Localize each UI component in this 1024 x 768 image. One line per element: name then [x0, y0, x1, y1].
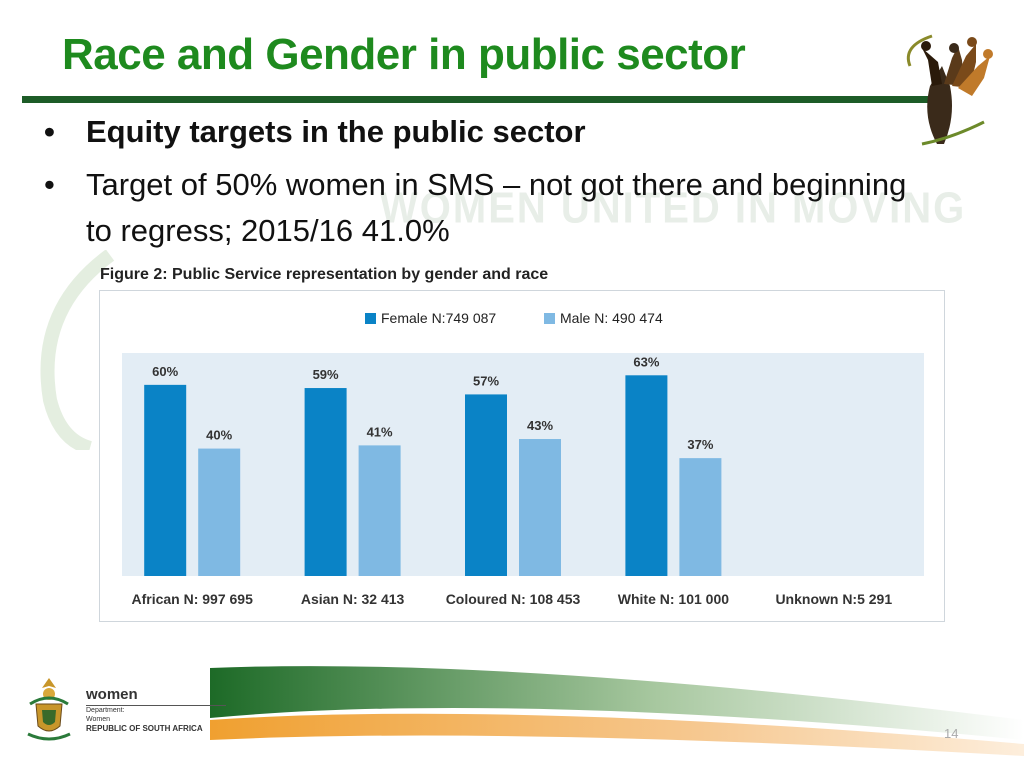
bar-chart: Female N:749 087 Male N: 490 474 60% 40% Afr… [122, 310, 924, 607]
bar [144, 384, 187, 576]
bar [625, 375, 668, 576]
category-label: African N: 997 695 [131, 591, 253, 607]
category-label: Unknown N:5 291 [775, 591, 892, 607]
data-label: 57% [473, 373, 499, 388]
figure-caption: Figure 2: Public Service representation … [100, 266, 549, 283]
bullet-item: Target of 50% women in SMS – not got the… [40, 162, 920, 254]
bar [519, 439, 561, 576]
legend-swatch [544, 313, 555, 324]
bullet-list: Equity targets in the public sector Targ… [40, 112, 920, 254]
data-label: 59% [313, 367, 339, 382]
page-number: 14 [944, 726, 959, 741]
data-label: 41% [367, 424, 393, 439]
dept-line: Department: [86, 707, 125, 714]
data-label: 60% [152, 364, 178, 379]
coat-of-arms-icon [27, 678, 71, 741]
department-logo: women Department: Women REPUBLIC OF SOUT… [86, 686, 226, 733]
footer-swoosh [210, 666, 1024, 756]
women-dancing-logo [906, 34, 993, 146]
category-label: Asian N: 32 413 [301, 591, 405, 607]
slide-title: Race and Gender in public sector [62, 30, 746, 79]
chart-frame: Female N:749 087 Male N: 490 474 60% 40% Afr… [99, 290, 945, 622]
bar [465, 394, 507, 576]
bar [358, 445, 401, 576]
data-label: 40% [206, 428, 232, 443]
bar [304, 388, 347, 576]
legend-label: Male N: 490 474 [560, 310, 663, 326]
title-rule [22, 96, 930, 103]
dept-line: Women [86, 716, 110, 723]
bar [198, 448, 241, 576]
bar [679, 458, 722, 576]
dept-country: REPUBLIC OF SOUTH AFRICA [86, 724, 203, 733]
legend-swatch [365, 313, 376, 324]
watermark-arc [40, 250, 115, 450]
category-label: White N: 101 000 [618, 591, 729, 607]
dept-name: women [86, 686, 226, 706]
data-label: 63% [633, 354, 659, 369]
data-label: 43% [527, 418, 553, 433]
legend-label: Female N:749 087 [381, 310, 496, 326]
data-label: 37% [687, 437, 713, 452]
category-label: Coloured N: 108 453 [446, 591, 581, 607]
bullet-item: Equity targets in the public sector [40, 112, 920, 152]
